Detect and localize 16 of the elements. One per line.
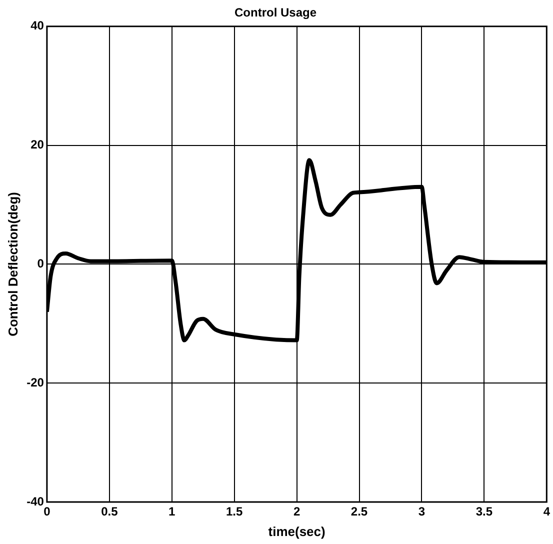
- chart-title: Control Usage: [234, 6, 317, 20]
- y-axis-title: Control Deflection(deg): [5, 192, 20, 336]
- y-tick-label: 0: [37, 256, 44, 271]
- y-tick-label: 20: [30, 138, 44, 152]
- x-tick-label: 1.5: [226, 504, 244, 519]
- y-tick-label: 40: [30, 18, 44, 33]
- x-tick-label: 2.5: [350, 504, 368, 519]
- x-tick-label: 0.5: [101, 504, 118, 519]
- x-tick-label: 3: [418, 504, 426, 519]
- x-axis-title: time(sec): [268, 524, 326, 539]
- x-tick-label: 4: [543, 504, 550, 519]
- y-tick-label: -40: [26, 494, 44, 508]
- x-tick-label: 3.5: [476, 504, 493, 519]
- x-tick-label: 2: [293, 504, 300, 519]
- x-tick-label: 1: [168, 504, 176, 519]
- y-tick-label: -20: [26, 375, 44, 390]
